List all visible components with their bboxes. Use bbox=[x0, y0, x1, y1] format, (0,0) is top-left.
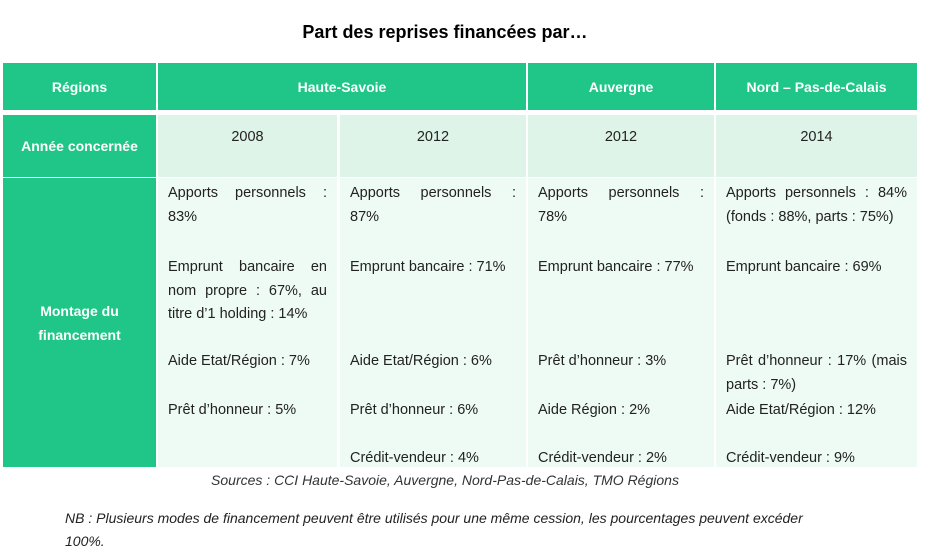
note: NB : Plusieurs modes de financement peuv… bbox=[65, 510, 803, 549]
year-cell: 2012 bbox=[528, 115, 714, 177]
funding-cell: Apports personnels : 84% (fonds : 88%, p… bbox=[716, 178, 917, 467]
funding-item: Apports personnels : 78% bbox=[538, 185, 704, 225]
year-cell: 2014 bbox=[716, 115, 917, 177]
row-label: Année concernée bbox=[3, 115, 156, 177]
header-cell: Régions bbox=[3, 63, 156, 110]
funding-item: Prêt d’honneur : 6% bbox=[350, 402, 479, 418]
funding-item: Aide Etat/Région : 7% bbox=[168, 353, 310, 369]
funding-item: Aide Etat/Région : 6% bbox=[350, 353, 492, 369]
year-cell: 2008 bbox=[158, 115, 337, 177]
funding-item: Prêt d’honneur : 17% (mais parts : 7%) bbox=[726, 353, 907, 393]
funding-item: Apports personnels : 83% bbox=[168, 185, 327, 225]
funding-item: Apports personnels : 84% (fonds : 88%, p… bbox=[726, 185, 907, 225]
funding-item: Aide Etat/Région : 12% bbox=[726, 402, 876, 418]
header-cell: Haute-Savoie bbox=[158, 63, 526, 110]
title: Part des reprises financées par… bbox=[302, 22, 588, 42]
header-cell: Nord – Pas-de-Calais bbox=[716, 63, 917, 110]
funding-cell: Apports personnels : 78% Emprunt bancaire… bbox=[528, 178, 714, 467]
row-label: Montage du financement bbox=[3, 178, 156, 467]
funding-item: Aide Région : 2% bbox=[538, 402, 651, 418]
year-cell: 2012 bbox=[340, 115, 526, 177]
funding-item: Prêt d’honneur : 3% bbox=[538, 353, 667, 369]
header-cell: Auvergne bbox=[528, 63, 714, 110]
sources: Sources : CCI Haute-Savoie, Auvergne, No… bbox=[211, 472, 679, 488]
funding-item: Emprunt bancaire en nom propre : 67%, au… bbox=[168, 259, 327, 322]
funding-item: Emprunt bancaire : 69% bbox=[726, 259, 882, 275]
funding-item: Crédit-vendeur : 2% bbox=[538, 450, 667, 466]
funding-cell: Apports personnels : 87% Emprunt bancaire… bbox=[340, 178, 526, 467]
funding-cell: Apports personnels : 83% Emprunt bancaire… bbox=[158, 178, 337, 467]
funding-item: Prêt d’honneur : 5% bbox=[168, 402, 297, 418]
funding-item: Crédit-vendeur : 9% bbox=[726, 450, 855, 466]
funding-item: Emprunt bancaire : 71% bbox=[350, 259, 506, 275]
funding-item: Apports personnels : 87% bbox=[350, 185, 516, 225]
funding-item: Emprunt bancaire : 77% bbox=[538, 259, 694, 275]
funding-item: Crédit-vendeur : 4% bbox=[350, 450, 479, 466]
